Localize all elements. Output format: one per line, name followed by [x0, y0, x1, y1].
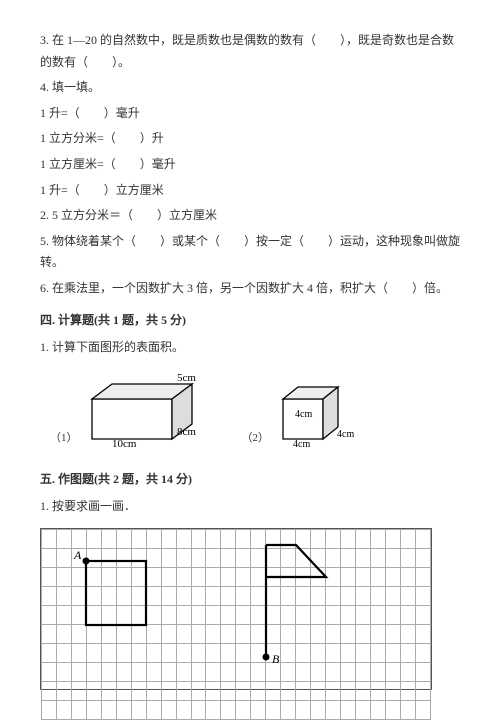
question-6: 6. 在乘法里，一个因数扩大 3 倍，另一个因数扩大 4 倍，积扩大（ ）倍。: [40, 278, 460, 300]
section-4-q1: 1. 计算下面图形的表面积。: [40, 337, 460, 359]
q4-item-0: 1 升=（ ）毫升: [40, 103, 460, 125]
question-3: 3. 在 1—20 的自然数中，既是质数也是偶数的数有（ ），既是奇数也是合数的…: [40, 30, 460, 73]
cuboid-d-label: 8cm: [177, 426, 196, 438]
section-5-title: 五. 作图题(共 2 题，共 14 分): [40, 469, 460, 491]
cube-label-3: 4cm: [337, 429, 354, 440]
figure-row: （1） 5cm 8cm 10cm （2） 4cm 4cm 4cm: [50, 369, 460, 449]
q4-item-2: 1 立方厘米=（ ）毫升: [40, 154, 460, 176]
q4-item-1: 1 立方分米=（ ）升: [40, 128, 460, 150]
question-4: 4. 填一填。: [40, 77, 460, 99]
fig1-prefix: （1）: [50, 429, 78, 449]
figure-1: （1） 5cm 8cm 10cm: [50, 369, 212, 449]
section-4-title: 四. 计算题(共 1 题，共 5 分): [40, 310, 460, 332]
q4-item-4: 2. 5 立方分米＝（ ）立方厘米: [40, 205, 460, 227]
grid-figure: A B: [40, 528, 432, 690]
page-content: 3. 在 1—20 的自然数中，既是质数也是偶数的数有（ ），既是奇数也是合数的…: [0, 0, 500, 728]
cuboid-w-label: 10cm: [112, 438, 137, 449]
cube-label-1: 4cm: [295, 409, 312, 420]
q4-item-3: 1 升=（ ）立方厘米: [40, 180, 460, 202]
fig2-prefix: （2）: [242, 429, 270, 449]
section-5-q1: 1. 按要求画一画．: [40, 496, 460, 518]
cube-svg: 4cm 4cm 4cm: [273, 369, 363, 449]
cuboid-h-label: 5cm: [177, 372, 196, 384]
cuboid-svg: 5cm 8cm 10cm: [82, 369, 212, 449]
grid-table: [41, 529, 431, 720]
cube-label-2: 4cm: [293, 439, 310, 449]
figure-2: （2） 4cm 4cm 4cm: [242, 369, 364, 449]
question-5: 5. 物体绕着某个（ ）或某个（ ）按一定（ ）运动，这种现象叫做旋转。: [40, 231, 460, 274]
